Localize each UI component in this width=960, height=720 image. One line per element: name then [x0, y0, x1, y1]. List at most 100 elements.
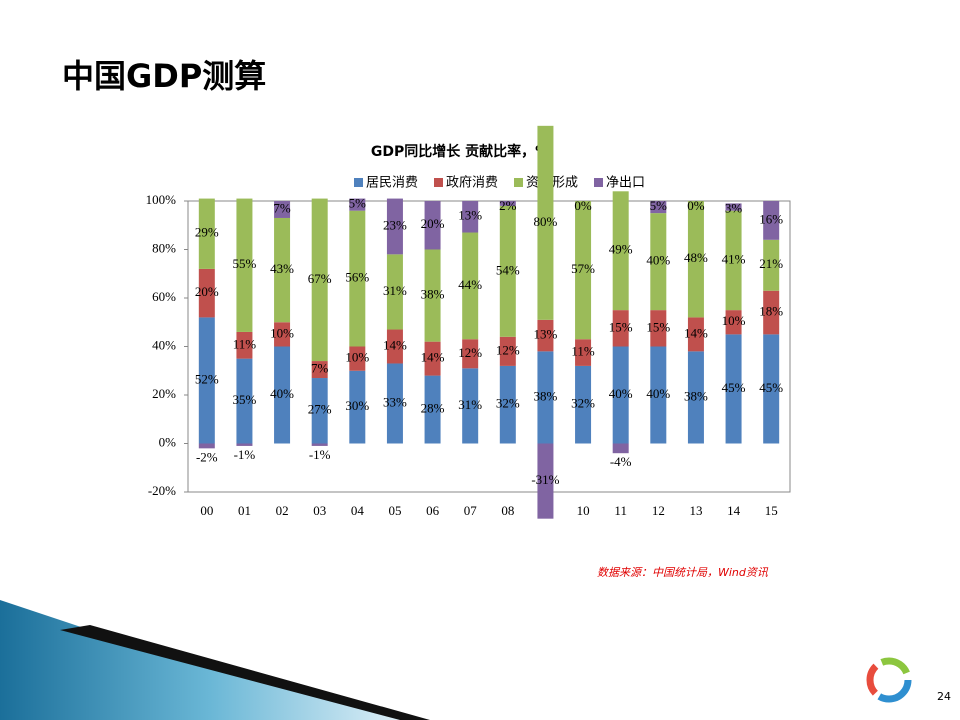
- y-tick-label: 100%: [146, 192, 177, 207]
- logo: [866, 657, 912, 703]
- data-label: 0%: [574, 198, 592, 213]
- legend-label: 净出口: [606, 176, 645, 191]
- data-label: 3%: [725, 200, 743, 215]
- data-label: 16%: [759, 211, 783, 226]
- data-label: 38%: [684, 388, 708, 403]
- bar-segment: [725, 210, 742, 311]
- data-label: 45%: [722, 380, 746, 395]
- data-label: 38%: [534, 388, 558, 403]
- bar-segment: [725, 334, 742, 444]
- data-label: 0%: [687, 198, 705, 213]
- bar-segment: [499, 201, 516, 206]
- bar-segment: [763, 239, 780, 291]
- bar-segment: [274, 201, 291, 218]
- data-label: 20%: [195, 284, 219, 299]
- bar-segment: [763, 290, 780, 335]
- y-tick-label: 80%: [152, 240, 176, 255]
- bar-segment: [612, 346, 629, 444]
- legend-swatch: [514, 178, 523, 187]
- x-tick-label: 06: [426, 503, 440, 518]
- legend-swatch: [354, 178, 363, 187]
- data-label: 10%: [270, 325, 294, 340]
- bar-segment: [725, 310, 742, 335]
- bar-segment: [612, 310, 629, 347]
- data-label: 21%: [759, 256, 783, 271]
- x-tick-label: 00: [200, 503, 213, 518]
- data-label: 10%: [722, 313, 746, 328]
- data-label: 33%: [383, 394, 407, 409]
- data-label: 30%: [345, 398, 369, 413]
- data-label: 48%: [684, 250, 708, 265]
- bar-segment: [499, 336, 516, 366]
- data-label: 18%: [759, 304, 783, 319]
- data-label: 80%: [534, 214, 558, 229]
- x-tick-label: 05: [388, 503, 401, 518]
- legend-label: 居民消费: [366, 176, 418, 191]
- bar-segment: [236, 358, 253, 444]
- logo: [866, 657, 912, 703]
- data-label: 13%: [458, 208, 482, 223]
- x-tick-label: 14: [727, 503, 741, 518]
- data-label: 41%: [722, 251, 746, 266]
- data-label: 12%: [458, 345, 482, 360]
- bar-segment: [462, 339, 479, 369]
- bar-segment: [349, 210, 366, 347]
- x-tick-label: 02: [276, 503, 289, 518]
- bar-segment: [236, 198, 253, 332]
- bar-segment: [612, 443, 629, 454]
- data-label: -31%: [531, 472, 559, 487]
- data-label: 44%: [458, 277, 482, 292]
- bar-segment: [311, 378, 328, 444]
- bar-segment: [274, 217, 291, 323]
- bar-segment: [537, 443, 554, 519]
- data-label: 15%: [646, 319, 670, 334]
- data-label: 15%: [609, 319, 633, 334]
- bar-segment: [198, 198, 215, 269]
- bar-segment: [198, 443, 215, 449]
- bar-segment: [537, 319, 554, 352]
- legend-swatch: [594, 178, 603, 187]
- bar-segment: [650, 201, 667, 214]
- y-tick-label: 0%: [159, 434, 177, 449]
- data-label: 12%: [496, 342, 520, 357]
- bar-segment: [349, 198, 366, 211]
- bar-segment: [537, 351, 554, 444]
- y-tick-label: 40%: [152, 337, 176, 352]
- bar-segment: [424, 375, 441, 444]
- y-tick-label: 20%: [152, 386, 176, 401]
- data-label: 7%: [273, 200, 291, 215]
- bar-segment: [311, 361, 328, 379]
- bar-segment: [575, 365, 592, 444]
- data-label: 29%: [195, 225, 219, 240]
- bar-segment: [198, 317, 215, 444]
- data-label: -1%: [309, 447, 331, 462]
- data-label: 35%: [233, 392, 257, 407]
- bar-segment: [650, 346, 667, 444]
- data-label: -2%: [196, 449, 218, 464]
- data-label: 10%: [345, 350, 369, 365]
- data-label: 57%: [571, 261, 595, 276]
- data-label: 67%: [308, 271, 332, 286]
- slide-title: 中国GDP测算: [62, 57, 266, 95]
- data-label: 49%: [609, 242, 633, 257]
- data-label: 31%: [458, 397, 482, 412]
- data-label: 5%: [650, 198, 668, 213]
- data-label: 55%: [233, 256, 257, 271]
- bar-segment: [236, 443, 253, 446]
- x-tick-label: 13: [689, 503, 702, 518]
- data-label: 40%: [646, 386, 670, 401]
- data-label: 11%: [571, 344, 595, 359]
- x-tick-label: 04: [351, 503, 365, 518]
- bar-segment: [386, 329, 403, 364]
- bar-segment: [386, 363, 403, 444]
- bar-segment: [424, 341, 441, 376]
- source: 数据来源：中国统计局，Wind资讯: [597, 566, 769, 579]
- x-tick-label: 08: [501, 503, 514, 518]
- x-tick-label: 11: [614, 503, 627, 518]
- y-tick-label: 60%: [152, 289, 176, 304]
- bar-segment: [424, 249, 441, 342]
- logo: [866, 657, 912, 703]
- bar-segment: [386, 198, 403, 255]
